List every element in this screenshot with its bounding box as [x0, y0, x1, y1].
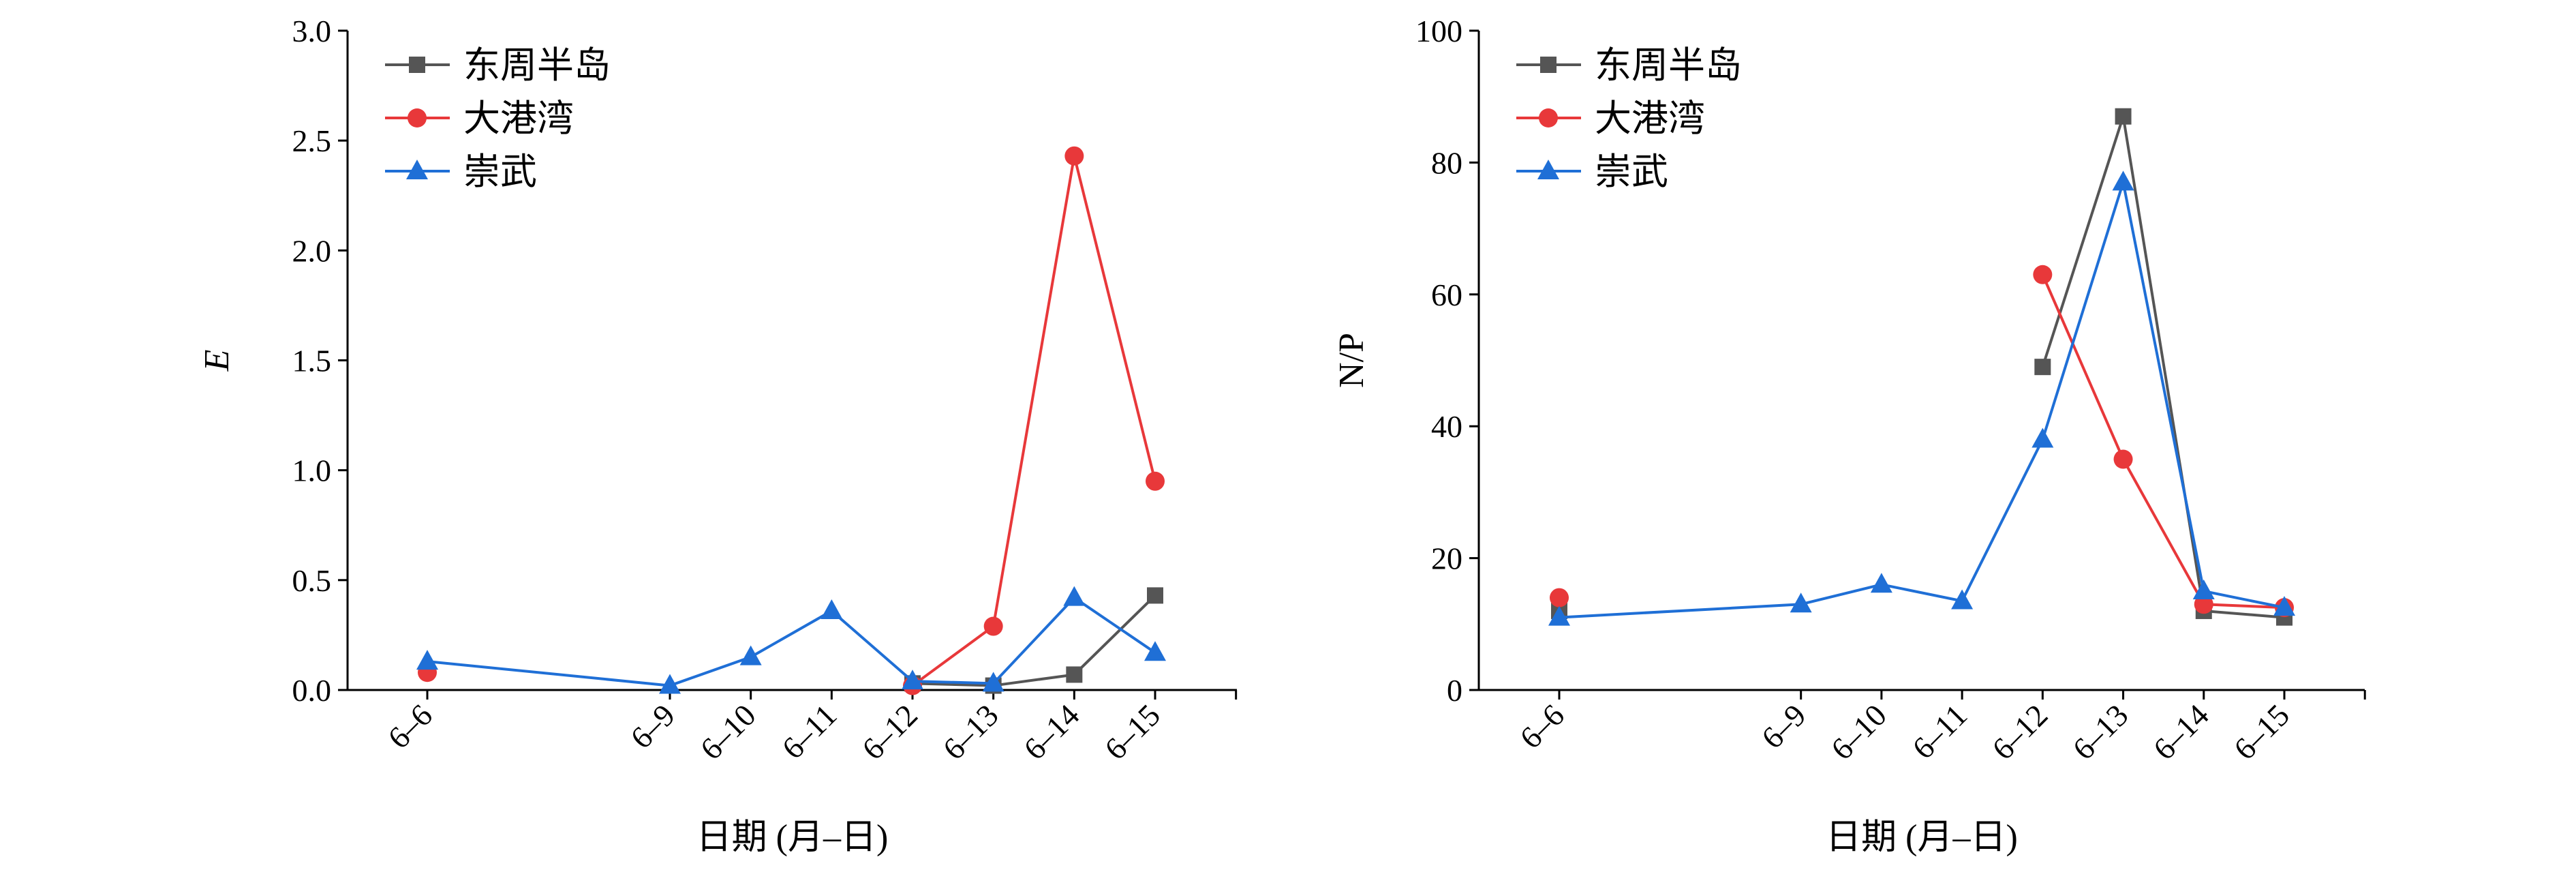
y-tick-label: 60 [1431, 278, 1462, 312]
data-point-2 [982, 672, 1005, 692]
chart-e: 0.00.51.01.52.02.53.06–6 6–9 6–10 6–11 6–12 6… [198, 14, 1238, 857]
x-axis-title: 日期 (月–日) [696, 818, 889, 857]
y-tick-label: 80 [1431, 145, 1462, 180]
series-line-0 [2041, 116, 2285, 619]
x-tick-label: 6–10 [694, 698, 763, 766]
data-point-1 [2194, 595, 2213, 614]
y-tick-label: 2.5 [292, 123, 332, 158]
data-point-2 [1063, 586, 1086, 606]
x-tick-label: 6–14 [1017, 698, 1086, 766]
y-tick-label: 2.0 [292, 233, 332, 268]
legend-marker [1540, 57, 1557, 73]
y-tick-label: 0.5 [292, 563, 332, 598]
legend-label: 崇武 [1595, 150, 1668, 193]
x-tick-label: 6–9 [1755, 698, 1813, 755]
chart-np: 0 20 40 60 80 100 6–6 6–9 6–10 6–11 6–12 6–13 6–14 6–… [1332, 14, 2366, 857]
x-tick-label: 6–9 [624, 698, 681, 755]
data-point-0 [2034, 359, 2051, 376]
data-point-1 [2033, 265, 2053, 284]
legend-marker [406, 160, 428, 179]
y-tick-label: 40 [1431, 409, 1462, 444]
y-tick-label: 1.5 [292, 344, 332, 378]
data-point-2 [2192, 579, 2215, 599]
data-point-0 [1066, 666, 1083, 683]
x-tick-label: 6–12 [1985, 698, 2054, 766]
series-line-2 [1559, 181, 2285, 619]
data-point-2 [2273, 596, 2295, 616]
x-tick-label: 6–12 [855, 698, 924, 766]
y-tick-label: 20 [1431, 541, 1462, 576]
data-point-2 [1548, 605, 1570, 626]
legend-label: 东周半岛 [463, 44, 611, 87]
x-tick-label: 6–6 [1513, 698, 1571, 755]
data-point-2 [2031, 427, 2054, 448]
legend-marker [1539, 108, 1558, 127]
x-tick-label: 6–11 [775, 698, 843, 766]
data-point-1 [983, 616, 1003, 636]
series-line-1 [911, 155, 1156, 687]
y-axis-title: E [198, 350, 236, 372]
data-point-0 [2115, 108, 2132, 125]
data-point-2 [821, 599, 843, 619]
y-tick-label: 3.0 [292, 14, 332, 48]
x-tick-label: 6–13 [2066, 698, 2135, 766]
x-tick-label: 6–15 [1098, 698, 1167, 766]
legend-marker [1537, 160, 1559, 179]
legend-label: 崇武 [463, 150, 537, 193]
data-point-2 [902, 670, 923, 690]
legend-marker [408, 108, 427, 127]
data-point-1 [2113, 449, 2133, 469]
data-point-2 [1951, 589, 1974, 610]
legend-label: 大港湾 [1595, 97, 1705, 140]
x-tick-label: 6–6 [381, 698, 439, 755]
y-tick-label: 1.0 [292, 453, 332, 488]
data-point-2 [1144, 641, 1166, 661]
data-point-2 [659, 674, 681, 694]
series-line-1 [2041, 273, 2285, 610]
x-tick-label: 6–14 [2147, 698, 2215, 766]
data-point-1 [1064, 146, 1084, 166]
y-tick-label: 0.0 [292, 673, 332, 708]
data-point-2 [416, 650, 438, 670]
x-tick-label: 6–15 [2227, 698, 2296, 766]
data-point-2 [1790, 592, 1812, 613]
x-axis-title: 日期 (月–日) [1826, 818, 2018, 857]
x-tick-label: 6–10 [1824, 698, 1893, 766]
x-tick-label: 6–11 [1905, 698, 1974, 766]
data-point-1 [1146, 471, 1165, 491]
data-point-2 [2112, 170, 2134, 191]
data-point-1 [1550, 588, 1569, 608]
y-axis-title: N/P [1332, 333, 1371, 388]
y-tick-label: 0 [1447, 673, 1462, 708]
series-line-0 [912, 594, 1156, 687]
series-line-2 [427, 596, 1156, 687]
data-point-2 [739, 645, 762, 665]
legend-label: 东周半岛 [1595, 44, 1742, 87]
legend-label: 大港湾 [463, 97, 574, 140]
data-point-0 [1147, 587, 1163, 604]
y-tick-label: 100 [1415, 14, 1462, 48]
data-point-2 [1870, 573, 1892, 593]
legend-marker [409, 57, 425, 73]
x-tick-label: 6–13 [936, 698, 1005, 766]
